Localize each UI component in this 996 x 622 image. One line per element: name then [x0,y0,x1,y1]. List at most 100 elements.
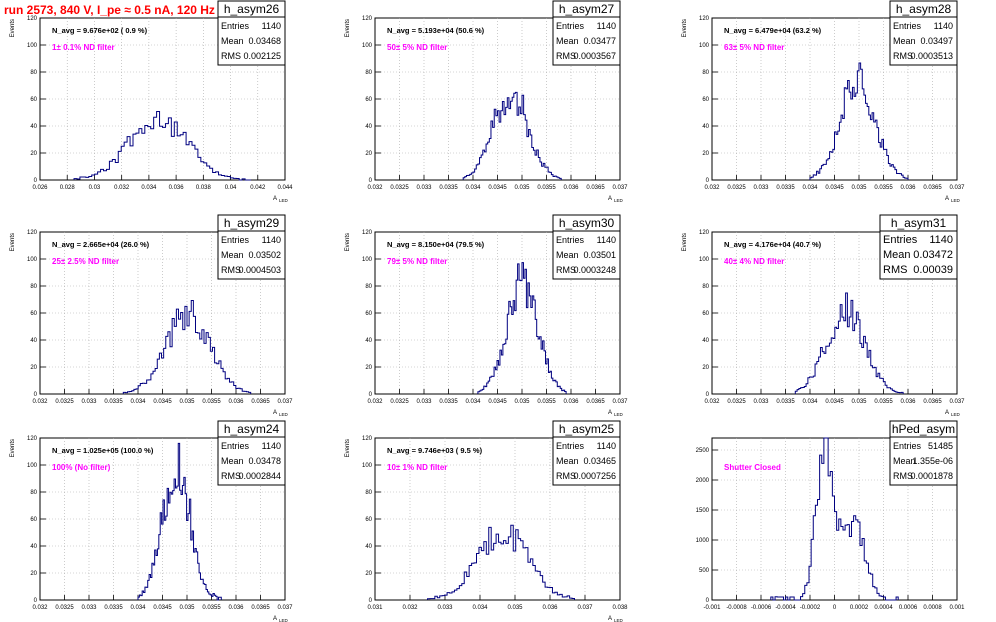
filter-label: 63± 5% ND filter [724,43,784,52]
y-tick-label: 20 [30,571,37,577]
stats-value: 0.0004503 [238,265,281,275]
x-tick-label: 0.033 [753,185,769,191]
x-tick-label: 0.036 [900,399,916,405]
filter-label: 79± 5% ND filter [387,257,447,266]
x-tick-label: 0.036 [542,605,558,611]
y-tick-label: 80 [30,70,37,76]
x-axis-title: A [273,410,277,416]
y-tick-label: 40 [30,124,37,130]
x-tick-label: -0.001 [703,605,721,611]
stats-value: 0.002125 [243,51,281,61]
y-axis-title: Events [682,233,688,251]
navg-label: N_avg = 1.025e+05 (100.0 %) [52,446,154,455]
y-tick-label: 40 [702,124,709,130]
x-tick-label: 0.026 [32,185,48,191]
stats-box [217,230,286,280]
x-tick-label: 0.032 [114,185,130,191]
stats-label: RMS [883,264,907,276]
navg-label: N_avg = 4.176e+04 (40.7 %) [724,240,822,249]
y-tick-label: 20 [30,151,37,157]
x-tick-label: 0.0365 [586,399,605,405]
stats-label: Mean [556,250,579,260]
x-tick-label: 0.0355 [537,399,556,405]
stats-value: 0.0007256 [573,471,616,481]
x-tick-label: 0.0345 [153,605,172,611]
y-tick-label: 60 [30,311,37,317]
stats-box [217,16,286,66]
stats-value: 1140 [597,21,616,31]
y-tick-label: 0 [369,392,373,398]
y-tick-label: 100 [27,257,38,263]
histogram-bars [427,524,575,600]
y-tick-label: 80 [702,70,709,76]
stats-value: 1140 [262,21,281,31]
y-tick-label: 120 [699,230,710,236]
histogram-bars [477,262,567,394]
y-tick-label: 100 [362,257,373,263]
stats-label: RMS [221,471,241,481]
stats-label: RMS [221,51,241,61]
y-tick-label: 40 [365,544,372,550]
histogram-panel-h_asym26: 0.026 0.028 0.03 0.032 0.034 0.036 0.038 0.04 0.… [10,0,293,203]
histogram-bars [462,91,562,180]
histogram-bars [794,292,904,394]
y-tick-label: 60 [365,517,372,523]
stats-value: 51485 [928,441,953,451]
x-tick-label: 0.035 [507,605,523,611]
y-tick-label: 0 [706,392,710,398]
stats-label: RMS [893,471,913,481]
x-tick-label: 0.033 [81,399,97,405]
stats-label: Mean [893,36,916,46]
x-tick-label: 0.036 [169,185,185,191]
x-tick-label: -0.0006 [751,605,772,611]
y-tick-label: 80 [365,490,372,496]
x-tick-label: 0.03 [89,185,101,191]
x-tick-label: 0.034 [472,605,488,611]
y-tick-label: 60 [365,311,372,317]
stats-value: 0.0003248 [573,265,616,275]
x-axis-subscript: LED [614,412,624,417]
stats-value: 1140 [597,441,616,451]
x-tick-label: 0.0345 [488,399,507,405]
x-tick-label: 0.032 [32,399,48,405]
x-tick-label: 0.036 [563,399,579,405]
x-tick-label: 0.034 [802,399,818,405]
x-axis-subscript: LED [279,618,289,622]
y-tick-label: 20 [365,151,372,157]
stats-label: RMS [556,471,576,481]
stats-box [217,436,286,486]
y-tick-label: 2000 [696,478,710,484]
y-tick-label: 120 [362,16,373,22]
stats-value: 0.03502 [248,250,281,260]
stats-value: 0.03497 [920,36,953,46]
stats-value: 0.0001878 [910,471,953,481]
x-tick-label: 0.0325 [727,185,746,191]
stats-value: 0.00039 [913,264,953,276]
stats-label: Entries [221,21,250,31]
stats-label: Mean [221,250,244,260]
stats-value: 0.03472 [913,249,953,261]
x-tick-label: 0.034 [141,185,157,191]
histogram-panel-h_asym25: 0.031 0.032 0.033 0.034 0.035 0.036 0.037 0.038… [345,420,628,622]
stats-label: Mean [556,36,579,46]
y-tick-label: 20 [30,365,37,371]
x-tick-label: 0.036 [228,399,244,405]
stats-box [552,436,621,486]
y-tick-label: 100 [362,43,373,49]
histogram-panel-h_asym30: 0.032 0.0325 0.033 0.0335 0.034 0.0345 0.035 0.… [345,214,628,417]
y-tick-label: 20 [702,151,709,157]
y-tick-label: 0 [369,598,373,604]
x-tick-label: 0.037 [949,399,965,405]
x-tick-label: 0.001 [949,605,965,611]
y-tick-label: 80 [30,284,37,290]
navg-label: N_avg = 5.193e+04 (50.6 %) [387,26,485,35]
x-axis-subscript: LED [614,618,624,622]
x-tick-label: 0.033 [753,399,769,405]
stats-label: Entries [221,235,250,245]
y-tick-label: 120 [27,230,38,236]
stats-label: RMS [556,265,576,275]
y-tick-label: 60 [30,517,37,523]
histogram-bars [122,299,252,394]
y-tick-label: 100 [27,43,38,49]
y-tick-label: 40 [30,338,37,344]
